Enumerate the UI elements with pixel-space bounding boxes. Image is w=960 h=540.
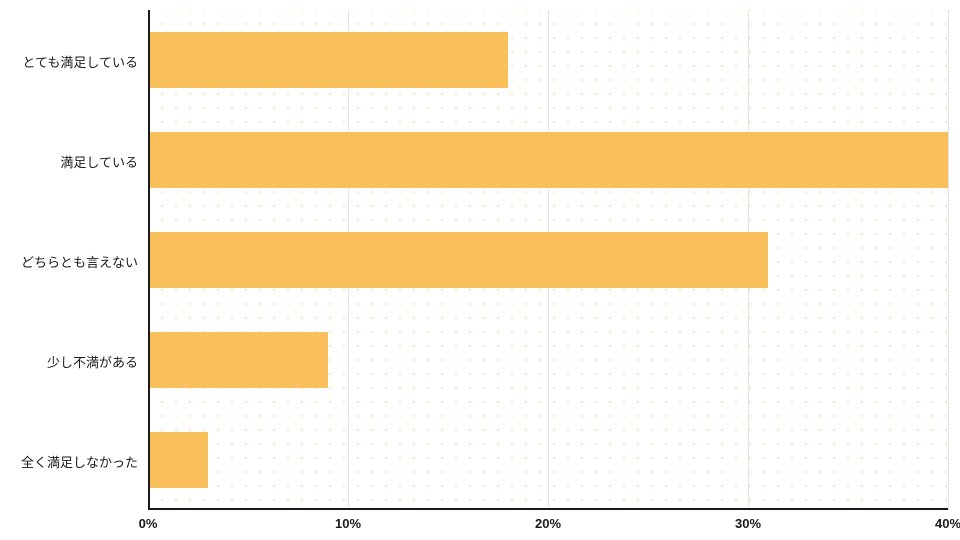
gridline [948,10,949,510]
x-tick-label: 0% [139,516,158,531]
x-tick-label: 30% [735,516,761,531]
bar [148,332,328,388]
x-tick-label: 20% [535,516,561,531]
x-tick-label: 10% [335,516,361,531]
category-label: とても満足している [22,52,138,71]
plot-area [148,10,948,510]
x-axis-line [148,508,948,510]
bar [148,432,208,488]
y-axis-line [148,10,150,510]
category-label: どちらとも言えない [21,252,138,271]
x-tick-label: 40% [935,516,960,531]
category-label: 全く満足しなかった [21,452,138,471]
bar [148,232,768,288]
satisfaction-bar-chart: 0% 10% 20% 30% 40% とても満足している満足しているどちらとも言えない少し… [0,0,960,540]
bar [148,32,508,88]
bar [148,132,948,188]
category-label: 満足している [60,152,138,171]
category-label: 少し不満がある [47,352,138,371]
